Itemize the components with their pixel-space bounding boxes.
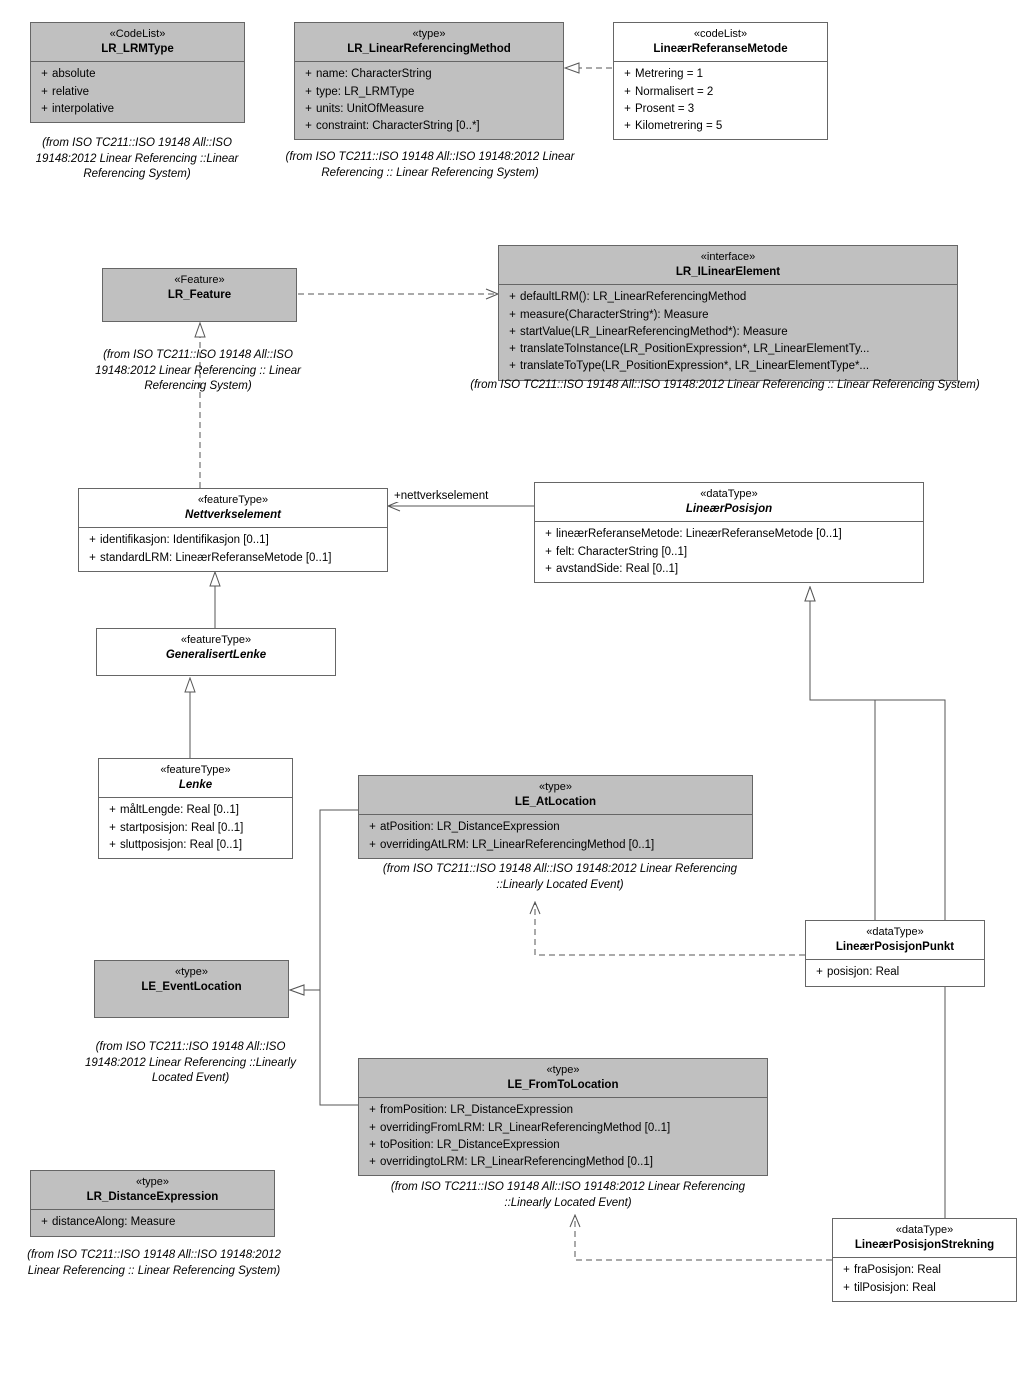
box-nett: «featureType» Nettverkselement +identifi…	[78, 488, 388, 572]
box-lrm: «type» LR_LinearReferencingMethod +name:…	[294, 22, 564, 140]
note-lrm: (from ISO TC211::ISO 19148 All::ISO 1914…	[280, 150, 580, 181]
note-fromto: (from ISO TC211::ISO 19148 All::ISO 1914…	[378, 1180, 758, 1211]
box-linpos: «dataType» LineærPosisjon +lineærReferan…	[534, 482, 924, 583]
box-strek: «dataType» LineærPosisjonStrekning +fraP…	[832, 1218, 1017, 1302]
box-linpunkt: «dataType» LineærPosisjonPunkt +posisjon…	[805, 920, 985, 987]
box-genlenke: «featureType» GeneralisertLenke	[96, 628, 336, 676]
box-ilinear: «interface» LR_ILinearElement +defaultLR…	[498, 245, 958, 381]
box-atloc: «type» LE_AtLocation +atPosition: LR_Dis…	[358, 775, 753, 859]
note-evloc: (from ISO TC211::ISO 19148 All::ISO 1914…	[78, 1040, 303, 1087]
box-metode: «codeList» LineærReferanseMetode +Metrer…	[613, 22, 828, 140]
stereo: «CodeList»	[37, 27, 238, 42]
box-lr-lrmtype: «CodeList» LR_LRMType +absolute +relativ…	[30, 22, 245, 123]
note-lrmtype: (from ISO TC211::ISO 19148 All::ISO 1914…	[22, 136, 252, 183]
attrs: +absolute +relative +interpolative	[31, 62, 244, 122]
box-feature: «Feature» LR_Feature	[102, 268, 297, 322]
note-atloc: (from ISO TC211::ISO 19148 All::ISO 1914…	[365, 862, 755, 893]
note-dist: (from ISO TC211::ISO 19148 All::ISO 1914…	[24, 1248, 284, 1279]
assoc-label: +nettverkselement	[392, 490, 490, 502]
note-feature: (from ISO TC211::ISO 19148 All::ISO 1914…	[78, 348, 318, 395]
box-dist: «type» LR_DistanceExpression +distanceAl…	[30, 1170, 275, 1237]
box-evloc: «type» LE_EventLocation	[94, 960, 289, 1018]
note-ilinear: (from ISO TC211::ISO 19148 All::ISO 1914…	[470, 378, 980, 394]
name: LR_LRMType	[37, 42, 238, 58]
box-fromto: «type» LE_FromToLocation +fromPosition: …	[358, 1058, 768, 1176]
box-lenke: «featureType» Lenke +måltLengde: Real [0…	[98, 758, 293, 859]
